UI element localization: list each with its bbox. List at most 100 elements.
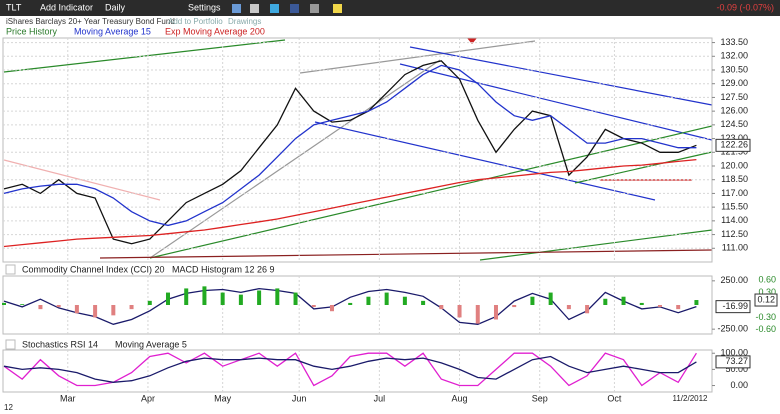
- x-tick-label: Oct: [607, 393, 622, 403]
- y2-tick-label: -0.30: [755, 312, 776, 322]
- trendlines: [3, 38, 713, 261]
- y-tick-label: 120.00: [720, 160, 748, 170]
- series-line: [3, 64, 697, 227]
- y-tick-label: 115.50: [721, 202, 748, 212]
- histogram-bar: [402, 296, 407, 305]
- histogram-bar: [311, 305, 316, 308]
- add-indicator[interactable]: Add Indicator: [40, 2, 93, 12]
- histogram-bar: [257, 290, 262, 305]
- period[interactable]: Daily: [105, 2, 126, 12]
- histogram-bar: [111, 305, 116, 316]
- last-value-box: [715, 300, 751, 314]
- histogram-bar: [147, 300, 152, 305]
- x-tick-label: Aug: [452, 393, 468, 403]
- icon[interactable]: [333, 4, 342, 13]
- y-tick-label: 129.00: [720, 78, 748, 88]
- histogram-bar: [639, 302, 644, 305]
- panel-frame: [2, 349, 713, 393]
- histogram-bar: [530, 296, 535, 305]
- y-tick-label: 127.50: [720, 92, 748, 102]
- legend-item[interactable]: Moving Average 15: [74, 26, 151, 36]
- y-tick-label: 0.00: [730, 380, 748, 390]
- last-value-box: [715, 355, 751, 369]
- histogram-bar: [585, 305, 590, 314]
- histogram-bar: [493, 305, 498, 320]
- icon[interactable]: [232, 4, 241, 13]
- y-tick-label: 126.00: [720, 106, 748, 116]
- x-tick-label: Sep: [532, 393, 548, 403]
- settings[interactable]: Settings: [188, 2, 221, 12]
- symbol: TLT: [6, 2, 22, 12]
- icon[interactable]: [270, 4, 279, 13]
- x-tick-label: Jul: [374, 393, 386, 403]
- last-value-label: 73.27: [725, 356, 748, 366]
- last-value-label: -16.99: [722, 301, 748, 311]
- histogram-bar: [694, 300, 699, 305]
- histogram-bar: [421, 300, 426, 305]
- y-tick-label: 250.00: [720, 275, 748, 285]
- panel-toggle[interactable]: [5, 264, 16, 275]
- y2-tick-label: 0.30: [758, 287, 776, 297]
- histogram-bar: [329, 305, 334, 312]
- drawings[interactable]: Drawings: [228, 17, 261, 26]
- legend-item[interactable]: Commodity Channel Index (CCI) 20: [22, 264, 165, 274]
- toolbar: [0, 0, 780, 16]
- y-tick-label: -250.00: [717, 324, 748, 334]
- last-value-label: 122.26: [720, 140, 748, 150]
- y-tick-label: 117.00: [721, 188, 748, 198]
- histogram-bar: [56, 305, 61, 308]
- icon[interactable]: [310, 4, 319, 13]
- last-value-box: [715, 138, 751, 152]
- histogram-bar: [202, 286, 207, 305]
- histogram-bar: [238, 294, 243, 305]
- legend-item[interactable]: Exp Moving Average 200: [165, 26, 265, 36]
- y-tick-label: 133.50: [720, 37, 748, 47]
- y2-tick-label: 0.60: [758, 275, 776, 285]
- histogram-bar: [457, 305, 462, 318]
- legend-item[interactable]: MACD Histogram 12 26 9: [172, 264, 275, 274]
- series-line: [3, 355, 697, 383]
- y2-tick-label: -0.60: [755, 324, 776, 334]
- histogram-bar: [475, 305, 480, 324]
- series-line: [3, 352, 697, 387]
- y-tick-label: 50.00: [725, 364, 748, 374]
- histogram-bar: [676, 305, 681, 310]
- icon[interactable]: [290, 4, 299, 13]
- last-value-box: [754, 293, 778, 307]
- histogram-bar: [220, 292, 225, 305]
- y-tick-label: 124.50: [720, 119, 748, 129]
- histogram-bar: [366, 296, 371, 305]
- y-tick-label: 130.50: [720, 64, 748, 74]
- histogram-bar: [621, 296, 626, 305]
- histogram-bar: [275, 288, 280, 305]
- date-label: 11/2/2012: [673, 394, 709, 403]
- legend-item[interactable]: Price History: [6, 26, 58, 36]
- last-value-label: 0.12: [757, 294, 775, 304]
- add-to-portfolio[interactable]: Add to Portfolio: [168, 17, 223, 26]
- histogram-bar: [93, 305, 98, 318]
- y-tick-label: 118.50: [721, 174, 748, 184]
- histogram-bar: [74, 305, 79, 314]
- legend-item[interactable]: Moving Average 5: [115, 339, 187, 349]
- histogram-bar: [184, 288, 189, 305]
- legend-item[interactable]: Stochastics RSI 14: [22, 339, 98, 349]
- histogram-bar: [38, 305, 43, 310]
- histogram-bar: [129, 305, 134, 310]
- histogram-bar: [439, 305, 444, 310]
- icon[interactable]: [250, 4, 259, 13]
- y-tick-label: 123.00: [720, 133, 748, 143]
- panel-toggle[interactable]: [5, 339, 16, 350]
- histogram-bar: [348, 302, 353, 305]
- y-tick-label: 112.50: [721, 229, 748, 239]
- panel-frame: [2, 37, 713, 263]
- histogram-bar: [165, 292, 170, 305]
- x-tick-label: Mar: [60, 393, 76, 403]
- series-line: [3, 158, 697, 248]
- y-tick-label: 114.00: [721, 215, 748, 225]
- y-tick-label: 100.00: [720, 348, 748, 358]
- series-line: [3, 287, 697, 325]
- histogram-bar: [2, 302, 6, 305]
- histogram-bar: [293, 292, 298, 305]
- histogram-bar: [657, 305, 662, 308]
